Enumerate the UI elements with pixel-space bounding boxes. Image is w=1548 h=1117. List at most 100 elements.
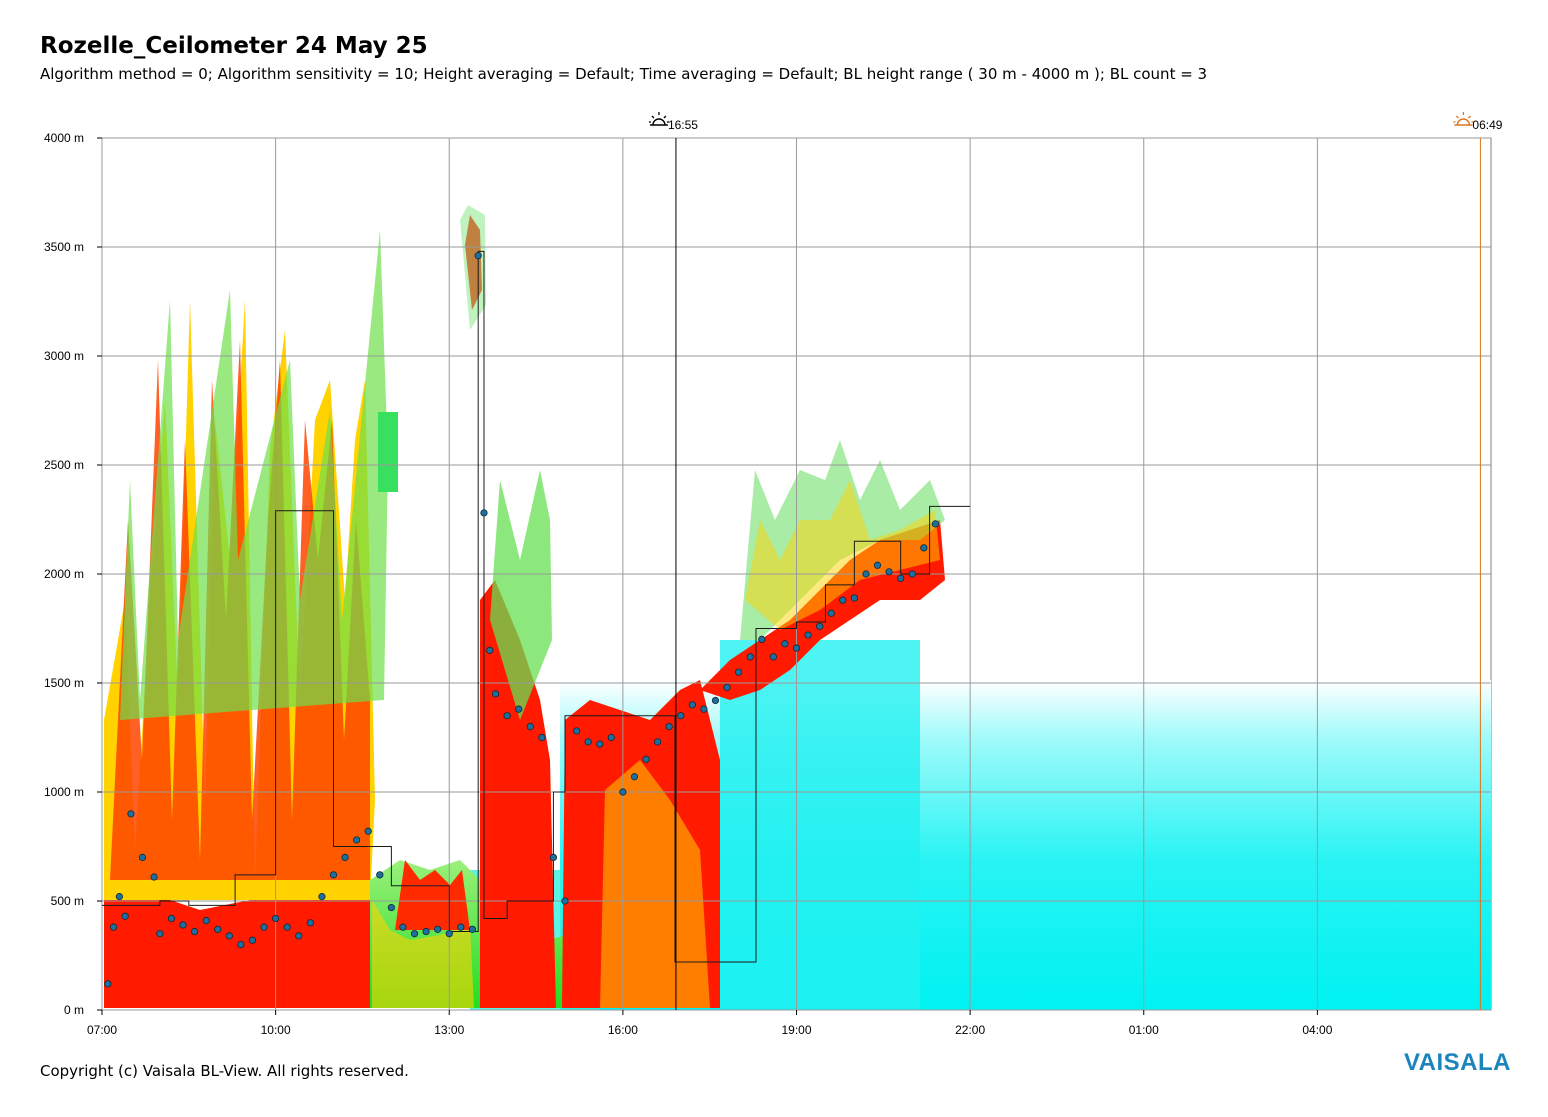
bl-height-point — [214, 925, 222, 933]
bl-height-point — [225, 932, 233, 940]
y-tick-label: 3000 m — [44, 349, 84, 363]
bl-height-point — [862, 570, 870, 578]
x-tick-label: 01:00 — [1129, 1023, 1159, 1037]
bl-height-point — [607, 733, 615, 742]
y-tick-label: 2000 m — [44, 567, 84, 581]
bl-height-point — [584, 738, 592, 746]
bl-height-point — [839, 596, 847, 604]
bl-height-point — [642, 755, 650, 763]
bl-height-point — [480, 509, 488, 517]
bl-height-point — [283, 923, 291, 931]
bl-height-point — [260, 923, 268, 931]
bl-height-point — [549, 853, 558, 862]
bl-height-point — [677, 712, 685, 720]
bl-height-point — [688, 701, 696, 709]
bl-height-point — [121, 912, 129, 920]
x-tick-label: 10:00 — [261, 1023, 291, 1037]
bl-height-point — [619, 788, 627, 796]
sun-arc — [652, 118, 666, 126]
x-tick-label: 13:00 — [434, 1023, 464, 1037]
x-axis-ticks: 07:00 10:00 13:00 16:00 19:00 22:00 01:00 04:00 — [87, 1010, 1333, 1037]
sunrise-icon — [1453, 112, 1474, 126]
bl-height-point — [329, 871, 338, 879]
x-tick-label: 16:00 — [608, 1023, 638, 1037]
copyright-text: Copyright (c) Vaisala BL-View. All right… — [40, 1062, 409, 1080]
bl-height-point — [272, 914, 280, 923]
y-axis-ticks: 0 m 500 m 1000 m 1500 m 2000 m 2500 m 3000 m 35… — [44, 131, 102, 1017]
y-tick-label: 4000 m — [44, 131, 84, 145]
bl-height-point — [486, 646, 494, 654]
bl-height-point — [515, 705, 523, 713]
bl-height-point — [237, 940, 245, 949]
bl-height-point — [410, 930, 419, 938]
bl-height-point — [723, 683, 731, 691]
bl-height-point — [191, 927, 199, 936]
bl-height-point — [341, 853, 349, 862]
bl-height-point — [908, 570, 916, 578]
bl-height-point — [781, 640, 789, 648]
sunset-label: 16:55 — [668, 118, 698, 132]
bl-height-point — [850, 594, 858, 602]
x-tick-label: 07:00 — [87, 1023, 117, 1037]
bl-height-point — [735, 668, 743, 676]
bl-step-line — [102, 250, 971, 963]
bl-height-point — [630, 773, 639, 781]
bl-height-point — [503, 712, 511, 720]
bl-height-point — [434, 925, 442, 933]
bl-height-point — [387, 903, 395, 912]
chart-subtitle: Algorithm method = 0; Algorithm sensitiv… — [40, 65, 1208, 83]
bl-height-point — [109, 923, 118, 931]
bl-height-point — [457, 923, 465, 931]
y-tick-label: 0 m — [64, 1003, 84, 1017]
bl-height-point — [150, 873, 158, 881]
x-tick-label: 22:00 — [955, 1023, 985, 1037]
bl-height-point — [873, 561, 882, 569]
chart-title: Rozelle_Ceilometer 24 May 25 — [40, 33, 428, 59]
sun-ray — [1467, 115, 1471, 119]
bl-height-point — [769, 653, 777, 661]
bl-height-point — [306, 919, 314, 927]
bl-height-point — [561, 897, 569, 905]
bl-height-point — [596, 740, 604, 748]
x-tick-label: 04:00 — [1302, 1023, 1332, 1037]
bl-height-point — [127, 810, 135, 818]
bl-height-point — [167, 914, 176, 923]
bl-height-point — [156, 930, 164, 938]
bl-height-point — [468, 925, 476, 933]
sun-events: 16:55 06:49 — [648, 112, 1503, 1010]
sun-ray — [1455, 115, 1459, 119]
vaisala-logo: VAISALA — [1403, 1049, 1511, 1076]
sun-ray — [663, 115, 667, 119]
bl-height-point — [538, 733, 546, 742]
bl-height-point — [318, 893, 326, 901]
y-tick-label: 1500 m — [44, 676, 84, 690]
bl-height-point — [399, 923, 407, 931]
bl-height-point — [653, 738, 662, 746]
bl-height-point — [353, 836, 361, 844]
bl-height-point — [897, 574, 905, 582]
sunset-icon — [648, 112, 669, 126]
bl-step-path — [102, 250, 971, 963]
bl-height-point — [746, 653, 754, 661]
bl-height-point — [816, 622, 824, 630]
bl-height-point — [792, 644, 801, 652]
bl-height-point — [138, 853, 147, 862]
bl-height-point — [572, 727, 581, 735]
sunrise-label: 06:49 — [1472, 118, 1502, 132]
bl-height-point — [104, 980, 112, 988]
bl-height-point — [885, 568, 893, 576]
bl-height-point — [295, 932, 303, 940]
bl-height-point — [445, 930, 453, 938]
bl-height-point — [804, 631, 812, 639]
bl-height-point — [376, 871, 384, 879]
x-tick-label: 19:00 — [781, 1023, 811, 1037]
backscatter-heatmap — [104, 205, 1491, 1010]
bl-height-points — [104, 252, 940, 988]
bl-height-point — [115, 893, 123, 901]
bl-height-point — [364, 827, 372, 835]
bl-height-point — [931, 520, 940, 528]
y-tick-label: 1000 m — [44, 785, 84, 799]
bl-height-point — [422, 927, 430, 936]
y-tick-label: 3500 m — [44, 240, 84, 254]
bl-height-point — [920, 544, 928, 552]
